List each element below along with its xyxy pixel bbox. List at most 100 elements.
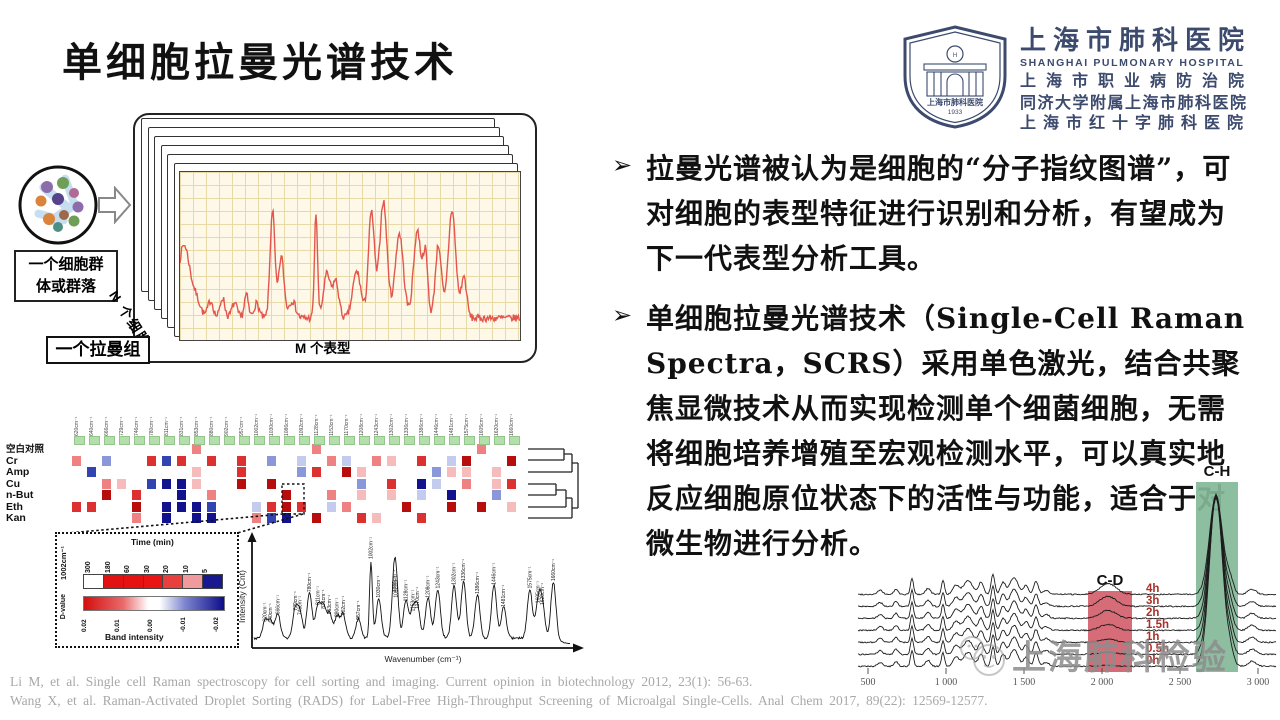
heatmap-cell — [492, 502, 501, 512]
heatmap-cell — [372, 502, 381, 512]
heatmap-cell — [357, 467, 366, 477]
peak-label: 666cm⁻¹ — [275, 595, 281, 615]
heatmap-column-label: 1086cm⁻¹ — [284, 413, 290, 436]
column-green-marker — [494, 436, 505, 445]
column-green-marker — [284, 436, 295, 445]
ramanome-figure — [133, 113, 537, 363]
time-tick-label: 10 — [182, 565, 190, 573]
y-axis-arrow-icon — [247, 532, 257, 542]
row-label: Kan — [6, 512, 26, 524]
column-green-marker — [404, 436, 415, 445]
inset-trace — [253, 556, 571, 645]
heatmap-cell — [192, 513, 201, 523]
x-axis-arrow-icon — [573, 643, 584, 653]
heatmap-cell — [462, 502, 471, 512]
heatmap-cell — [387, 502, 396, 512]
heatmap-cell — [417, 490, 426, 500]
heatmap-cell — [432, 467, 441, 477]
heatmap-cell — [342, 501, 351, 512]
peak-label: 780cm⁻¹ — [307, 573, 313, 593]
heatmap-cell — [462, 513, 471, 523]
column-green-marker — [89, 436, 100, 445]
heatmap-cell — [462, 478, 471, 489]
heatmap-cell — [447, 444, 456, 454]
time-tick-label: 30 — [143, 565, 151, 573]
column-green-marker — [254, 436, 265, 445]
heatmap-cell — [477, 456, 486, 466]
heatmap-cell — [192, 478, 201, 489]
time-strip-segment — [123, 574, 144, 589]
dendrogram — [528, 448, 579, 519]
heatmap-cell — [447, 513, 456, 523]
heatmap-column-label: 831cm⁻¹ — [179, 416, 185, 436]
heatmap-cell — [237, 467, 246, 477]
heatmap-cell — [357, 456, 366, 466]
cell-dots — [35, 177, 84, 232]
timecourse-trace — [857, 494, 1277, 608]
heatmap-cell — [402, 501, 411, 512]
heatmap-cell — [327, 490, 336, 500]
heatmap-cell — [357, 502, 366, 512]
cell-community-icon — [18, 165, 98, 245]
hospital-logo: H 上海市肺科医院 1933 上海市肺科医院 SHANGHAI PULMONAR… — [900, 24, 1272, 134]
heatmap-cell — [312, 444, 321, 454]
bullet-raman-fingerprint: ➢ 拉曼光谱被认为是细胞的“分子指纹图谱”，可对细胞的表型特征进行识别和分析，有… — [612, 146, 1252, 281]
heatmap-cell — [417, 455, 426, 466]
heatmap-column-label: 1446cm⁻¹ — [434, 413, 440, 436]
heatmap-cell — [72, 455, 81, 466]
heatmap-cell — [462, 455, 471, 466]
heatmap-cell — [252, 501, 261, 512]
dvalue-tick-label: -0.01 — [180, 617, 187, 632]
time-strip-segment — [103, 574, 124, 589]
heatmap-cell — [327, 501, 336, 512]
heatmap-column-label: 1660cm⁻¹ — [509, 413, 515, 436]
heatmap-cell — [387, 444, 396, 454]
peak-label: 746cm⁻¹ — [298, 596, 304, 616]
heatmap-cell — [357, 490, 366, 500]
column-green-marker — [314, 436, 325, 445]
heatmap-cell — [432, 456, 441, 466]
heatmap-cell — [162, 478, 171, 489]
hospital-line-occupational: 上海市职业病防治院 — [1020, 73, 1255, 90]
raman-trace — [180, 199, 520, 324]
heatmap-cell — [492, 490, 501, 500]
shield-hospital-name: 上海市肺科医院 — [927, 97, 983, 107]
hospital-line-redcross: 上海市红十字肺科医院 — [1020, 115, 1251, 132]
heatmap-cell — [102, 490, 111, 500]
timecourse-trace — [857, 493, 1277, 620]
heatmap-column-label: 1481cm⁻¹ — [449, 413, 455, 436]
heatmap-cell — [297, 455, 306, 466]
heatmap-cell — [342, 490, 351, 500]
heatmap-cell — [207, 513, 216, 523]
heatmap-cell — [492, 478, 501, 489]
heatmap-cell — [102, 444, 111, 454]
heatmap-cell — [237, 444, 246, 454]
peak-label: 729cm⁻¹ — [293, 591, 299, 611]
column-green-marker — [359, 436, 370, 445]
page-title: 单细胞拉曼光谱技术 — [62, 39, 458, 86]
heatmap-cell — [132, 490, 141, 500]
heatmap-cell — [252, 513, 261, 523]
hospital-name-en: SHANGHAI PULMONARY HOSPITAL — [1020, 57, 1245, 69]
heatmap-cell — [372, 479, 381, 489]
heatmap-cell — [222, 456, 231, 466]
inset-spectrum: Intensity (Cnt)Wavenumber (cm⁻¹)620cm⁻¹ 6… — [238, 532, 584, 664]
row-label: Eth — [6, 500, 23, 513]
heatmap-column-label: 880cm⁻¹ — [209, 416, 215, 436]
heatmap-cell — [117, 478, 126, 489]
heatmap-cell — [177, 490, 186, 500]
heatmap-cell — [342, 444, 351, 454]
inset-ylabel: Intensity (Cnt) — [238, 570, 247, 623]
heatmap-cell — [312, 456, 321, 466]
peak-label: 640cm⁻¹ — [268, 603, 274, 623]
hospital-name-block: 上海市肺科医院 SHANGHAI PULMONARY HOSPITAL 上海市职… — [1020, 24, 1272, 134]
heatmap-cell — [387, 490, 396, 500]
timecourse-trace — [857, 495, 1277, 632]
heatmap-column-label: 1128cm⁻¹ — [314, 414, 320, 436]
peak-label: 1086cm⁻¹ — [392, 570, 398, 592]
column-green-marker — [344, 436, 355, 445]
heatmap-cell — [177, 444, 186, 454]
heatmap-cell — [507, 478, 516, 489]
time-legend-title: Time (min) — [131, 537, 174, 547]
time-strip-segment — [163, 574, 184, 589]
